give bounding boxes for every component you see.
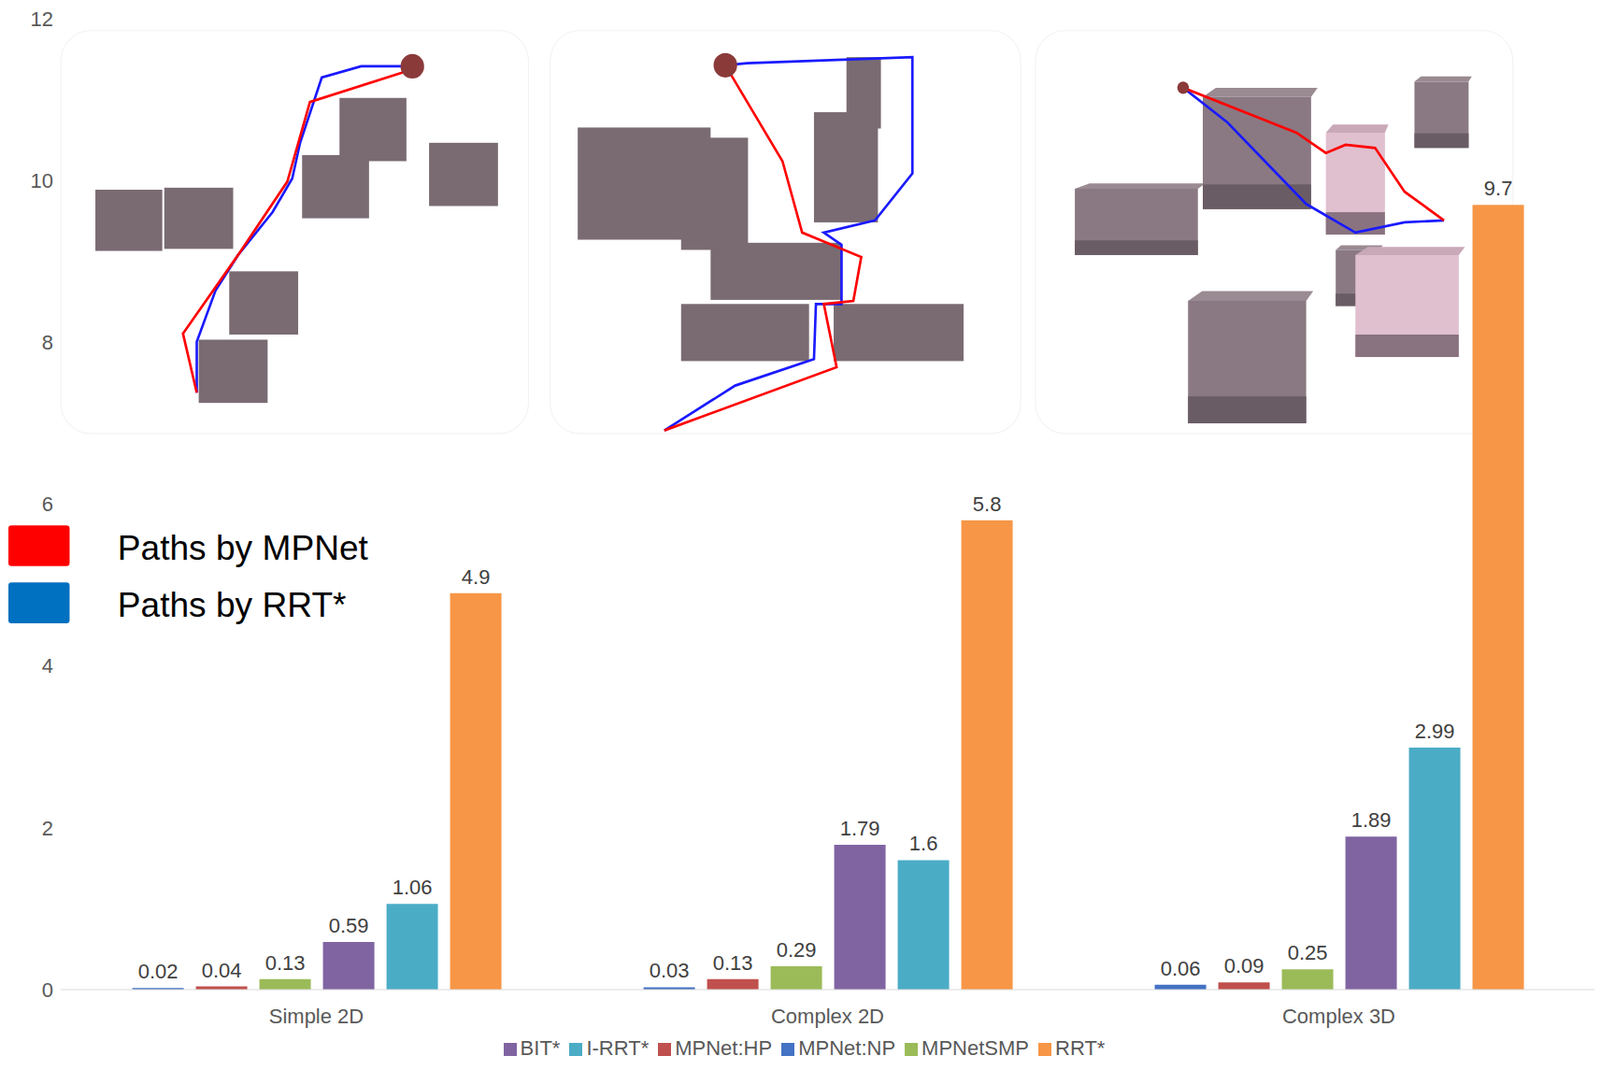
html-text:I-RRT*: I-RRT* (586, 1036, 649, 1060)
svg-text:4.9: 4.9 (461, 565, 491, 589)
svg-text:0: 0 (42, 978, 54, 1002)
svg-text:1.89: 1.89 (1351, 808, 1392, 832)
html-text:MPNet:NP: MPNet:NP (798, 1036, 896, 1060)
svg-text:Paths by RRT*: Paths by RRT* (117, 585, 347, 625)
svg-text:0.13: 0.13 (265, 951, 306, 975)
svg-text:1.6: 1.6 (909, 831, 939, 856)
svg-text:8: 8 (42, 330, 54, 355)
svg-text:5.8: 5.8 (972, 492, 1002, 516)
svg-text:0.13: 0.13 (713, 951, 754, 975)
svg-text:Paths by MPNet: Paths by MPNet (117, 528, 370, 568)
svg-text:6: 6 (42, 492, 54, 516)
svg-text:0.03: 0.03 (649, 958, 690, 983)
svg-text:0.59: 0.59 (328, 914, 370, 938)
html-text:MPNetSMP: MPNetSMP (921, 1036, 1029, 1060)
svg-text:4: 4 (42, 654, 54, 678)
svg-text:Simple 2D: Simple 2D (269, 1004, 364, 1029)
svg-text:0.09: 0.09 (1224, 954, 1265, 978)
svg-text:2: 2 (42, 816, 54, 841)
svg-text:2.99: 2.99 (1414, 719, 1456, 743)
html-text:RRT*: RRT* (1055, 1036, 1106, 1060)
svg-text:10: 10 (30, 169, 54, 193)
svg-text:Complex 3D: Complex 3D (1282, 1004, 1396, 1029)
svg-text:0.25: 0.25 (1287, 941, 1329, 965)
svg-text:12: 12 (30, 7, 54, 31)
svg-text:0.02: 0.02 (138, 959, 179, 984)
svg-text:0.04: 0.04 (201, 958, 243, 983)
svg-text:Complex 2D: Complex 2D (771, 1004, 885, 1029)
svg-text:1.79: 1.79 (840, 816, 881, 841)
svg-text:0.29: 0.29 (776, 938, 817, 962)
html-text:MPNet:HP: MPNet:HP (674, 1036, 773, 1060)
html-text:BIT*: BIT* (520, 1036, 561, 1060)
svg-text:9.7: 9.7 (1484, 176, 1514, 200)
svg-text:1.06: 1.06 (392, 875, 433, 900)
svg-text:0.06: 0.06 (1160, 957, 1201, 981)
